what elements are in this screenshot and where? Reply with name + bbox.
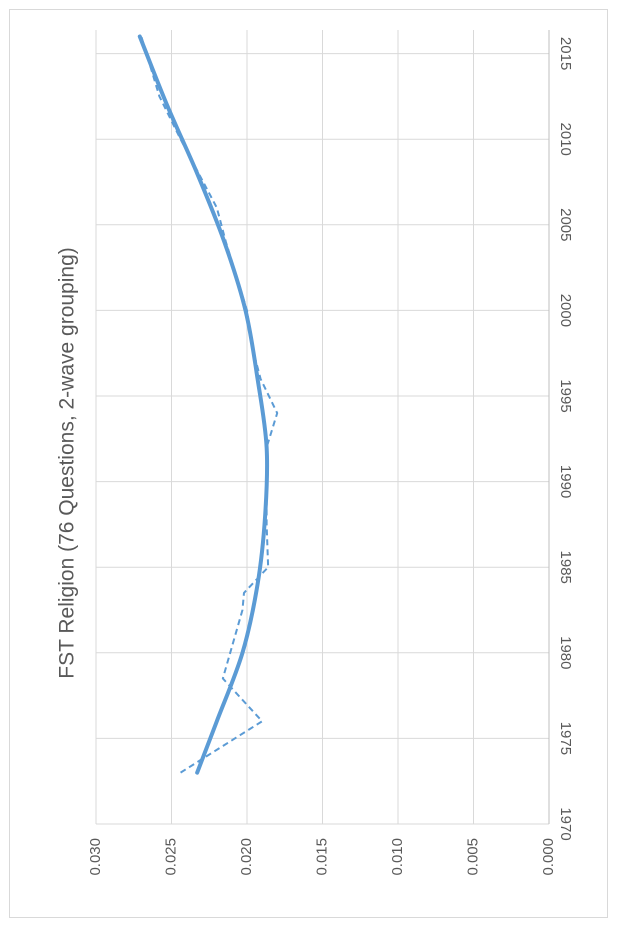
- year-tick-label: 1970: [557, 807, 574, 840]
- year-tick-label: 1975: [557, 722, 574, 755]
- series-layer: [137, 34, 279, 775]
- value-tick-label: 0.010: [389, 838, 406, 876]
- value-tick-label: 0.015: [313, 838, 330, 876]
- chart-title: FST Religion (76 Questions, 2-wave group…: [56, 247, 79, 679]
- year-tick-label: 2010: [557, 123, 574, 156]
- value-tick-label: 0.030: [87, 838, 104, 876]
- year-tick-label: 1990: [557, 465, 574, 498]
- value-tick-label: 0.005: [464, 838, 481, 876]
- year-tick-label: 2015: [557, 37, 574, 70]
- year-tick-label: 1985: [557, 551, 574, 584]
- year-tick-label: 2005: [557, 208, 574, 241]
- value-tick-label: 0.000: [540, 838, 557, 876]
- year-tick-label: 1980: [557, 636, 574, 669]
- value-tick-label: 0.025: [162, 838, 179, 876]
- value-tick-label: 0.020: [238, 838, 255, 876]
- tick-layer: 0.000 0.005 0.010 0.015 0.020 0.025 0.030 1970 1…: [87, 37, 574, 876]
- series-line-trend: [137, 34, 270, 775]
- grid-layer: [95, 30, 550, 825]
- chart-border: [9, 9, 608, 918]
- series-line-dashed: [140, 36, 279, 774]
- year-tick-label: 2000: [557, 294, 574, 327]
- year-tick-label: 1995: [557, 379, 574, 412]
